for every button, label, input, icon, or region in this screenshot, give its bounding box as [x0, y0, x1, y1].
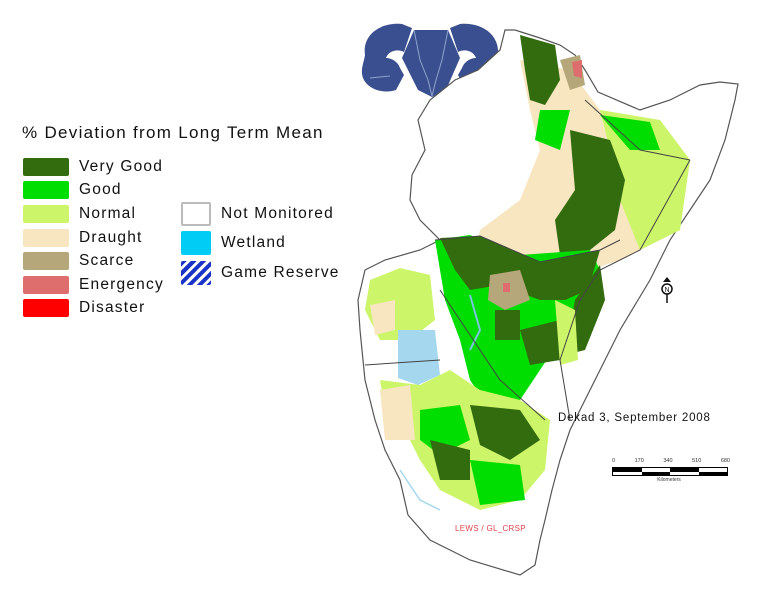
legend-item-not-monitored: Not Monitored	[181, 201, 334, 226]
swatch-game-reserve	[181, 260, 211, 285]
legend-item-scarce: Scarce	[23, 251, 134, 270]
swatch-draught	[23, 228, 69, 247]
scale-unit: Kilometers	[657, 477, 681, 483]
legend-item-very-good: Very Good	[23, 157, 163, 176]
swatch-very-good	[23, 157, 69, 176]
north-arrow-icon: N	[661, 277, 673, 303]
legend-item-wetland: Wetland	[181, 230, 286, 255]
legend-item-good: Good	[23, 180, 122, 199]
scale-ticks: 0 170 340 510 680	[612, 458, 730, 464]
legend-title: % Deviation from Long Term Mean	[22, 123, 324, 142]
scale-bar: 0 170 340 510 680 Kilometers	[612, 458, 732, 498]
swatch-good	[23, 180, 69, 199]
swatch-energency	[23, 275, 69, 294]
swatch-not-monitored	[181, 201, 211, 226]
swatch-scarce	[23, 251, 69, 270]
scale-bar-graphic	[612, 467, 728, 476]
svg-text:N: N	[664, 287, 669, 294]
legend-item-disaster: Disaster	[23, 298, 145, 317]
swatch-normal	[23, 204, 69, 223]
legend-item-game-reserve: Game Reserve	[181, 260, 340, 285]
legend-item-draught: Draught	[23, 228, 143, 247]
legend-item-normal: Normal	[23, 204, 136, 223]
legend-item-energency: Energency	[23, 275, 164, 294]
swatch-disaster	[23, 298, 69, 317]
map-credit: LEWS / GL_CRSP	[455, 524, 526, 533]
swatch-wetland	[181, 230, 211, 255]
dekad-label: Dekad 3, September 2008	[558, 412, 711, 424]
